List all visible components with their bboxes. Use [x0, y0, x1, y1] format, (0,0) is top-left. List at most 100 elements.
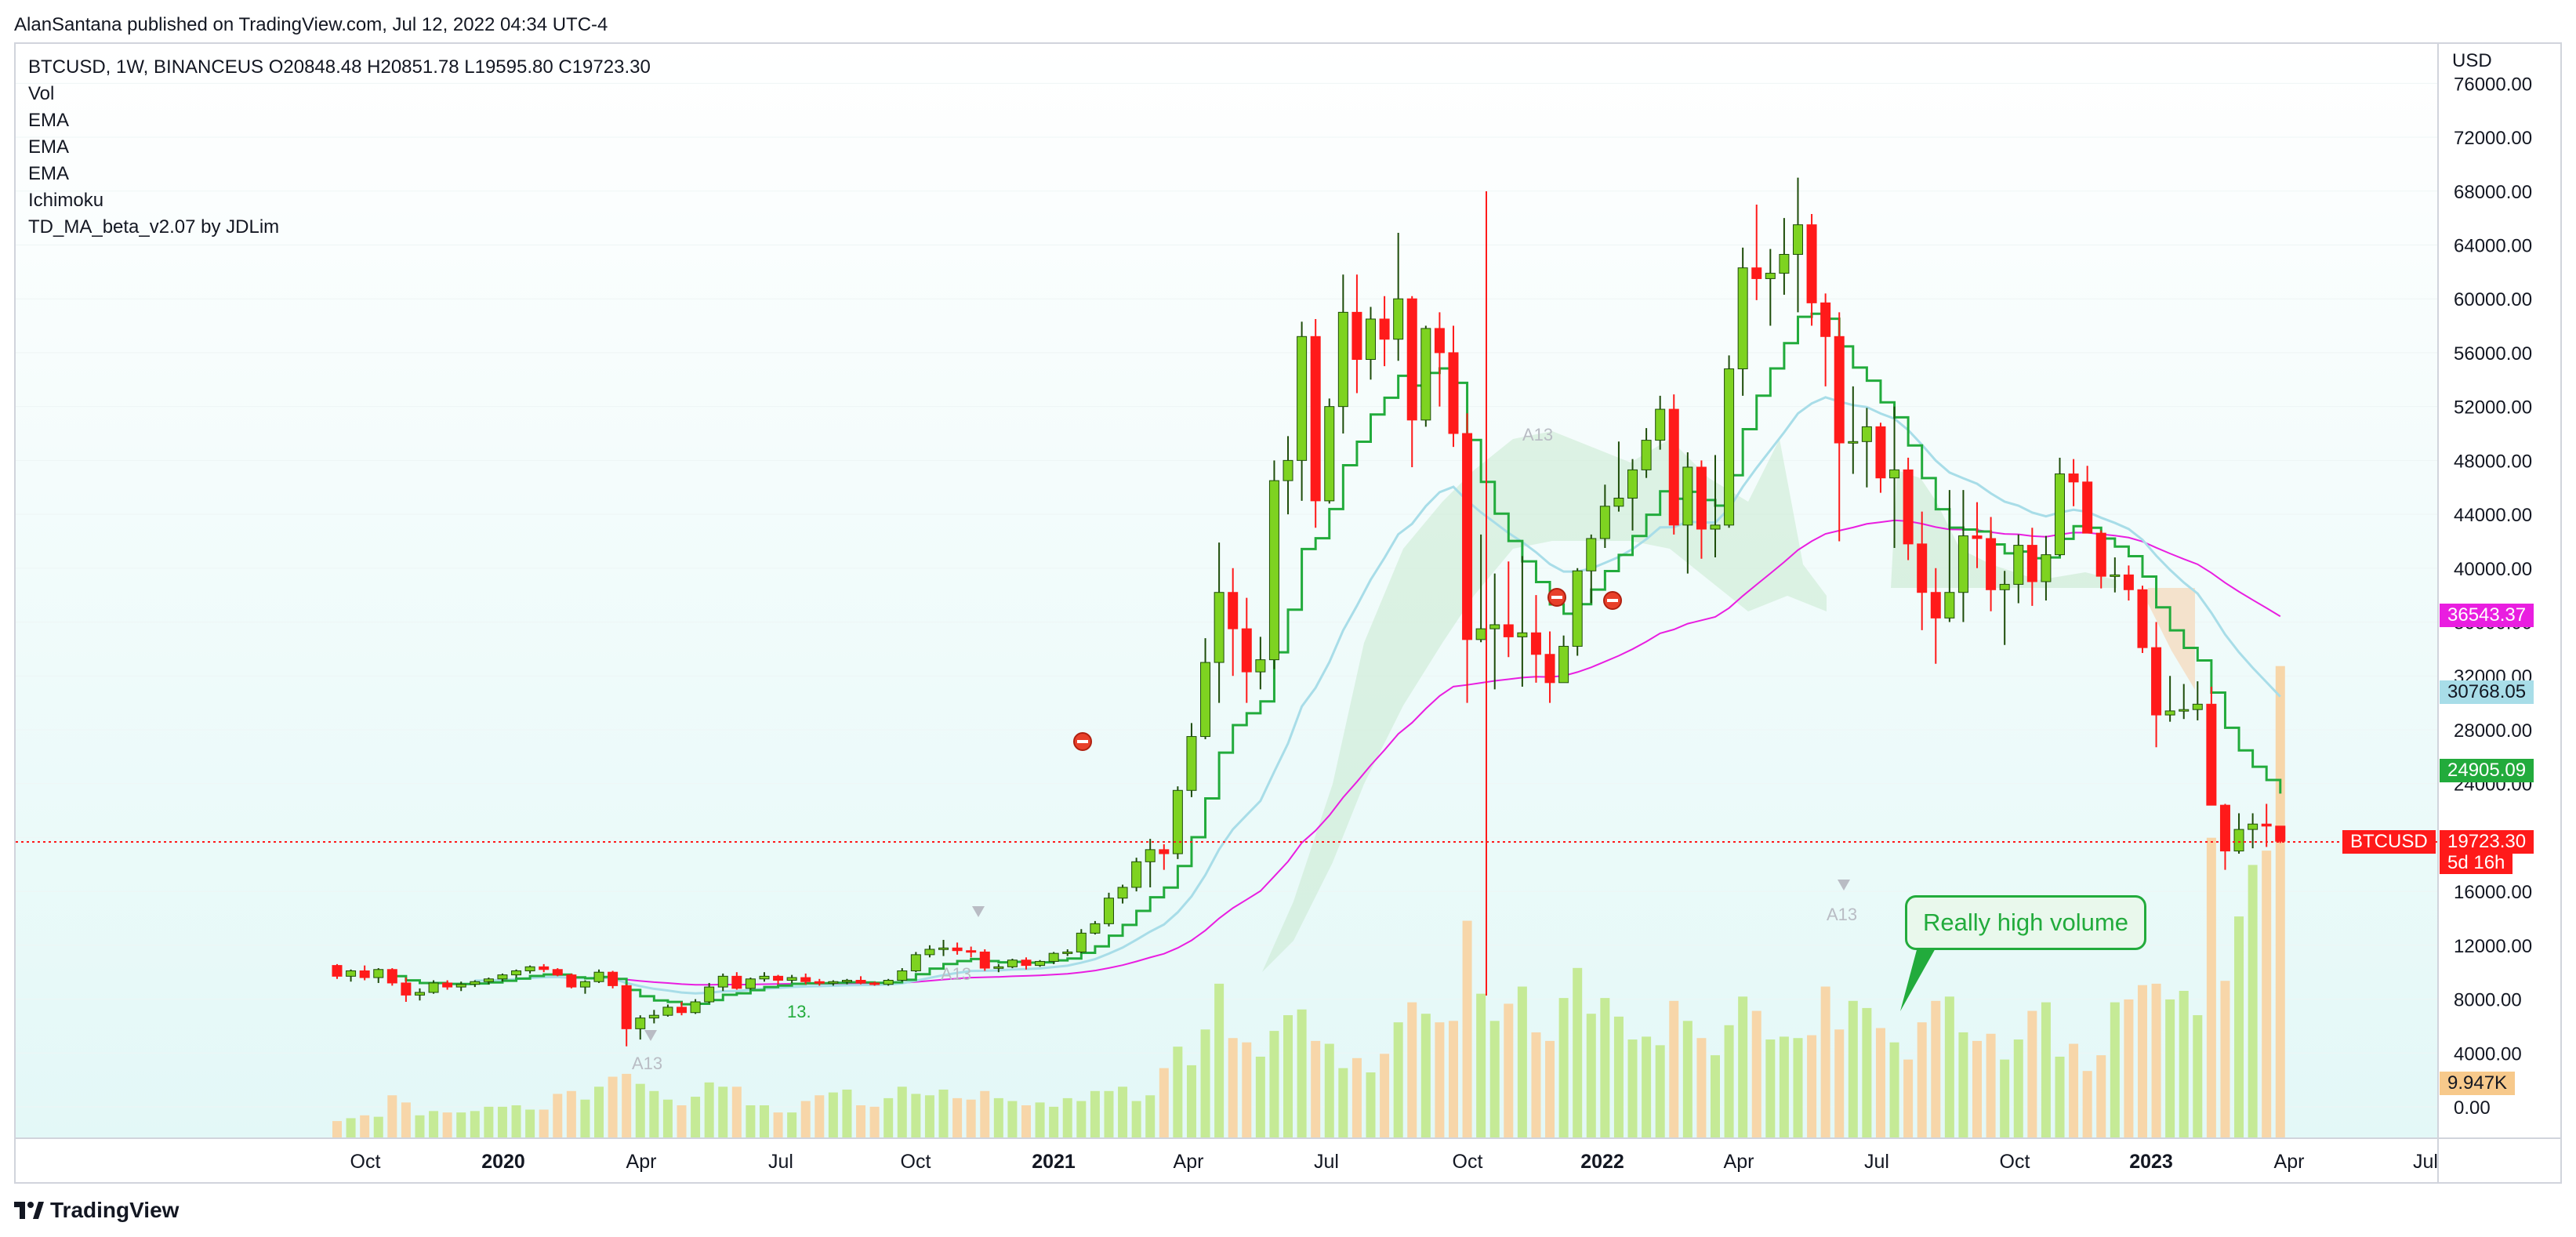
symbol-tag: BTCUSD [2342, 830, 2436, 854]
legend-symbol-line: BTCUSD, 1W, BINANCEUS O20848.48 H20851.7… [28, 56, 651, 78]
legend-td-ma[interactable]: TD_MA_beta_v2.07 by JDLim [28, 216, 280, 238]
price-tick-10: 40000.00 [2454, 559, 2532, 580]
candle-body-112 [1875, 426, 1886, 479]
volume-bar-30 [746, 1105, 756, 1138]
volume-bar-141 [2275, 666, 2285, 1138]
td-label-a13-3: A13 [1522, 425, 1554, 444]
candle-body-43 [924, 949, 935, 956]
candle-body-92 [1599, 506, 1610, 539]
td-signal-icon-mark-1 [1607, 599, 1618, 602]
price-tick-3: 12000.00 [2454, 936, 2532, 957]
volume-bar-107 [1807, 1035, 1817, 1138]
candle-body-9 [455, 984, 466, 988]
volume-bar-135 [2193, 1015, 2203, 1138]
legend-ema-1[interactable]: EMA [28, 110, 70, 131]
volume-bar-120 [1986, 1033, 1996, 1138]
candle-body-133 [2164, 710, 2175, 716]
volume-bar-29 [731, 1086, 742, 1138]
time-tick-2: Apr [626, 1151, 657, 1173]
candle-body-81 [1448, 352, 1459, 434]
volume-bar-53 [1062, 1097, 1072, 1138]
volume-bar-15 [539, 1109, 549, 1138]
ema-mid-price-tag: 30768.05 [2440, 680, 2534, 704]
candle-body-42 [910, 954, 921, 971]
candle-body-99 [1696, 466, 1707, 530]
volume-bar-35 [815, 1095, 825, 1138]
candle-body-20 [608, 971, 619, 986]
chart-frame[interactable] [14, 42, 2562, 1184]
candle-body-123 [2026, 545, 2037, 582]
time-tick-7: Jul [1314, 1151, 1339, 1173]
publish-header: AlanSantana published on TradingView.com… [14, 14, 608, 35]
volume-bar-104 [1765, 1039, 1776, 1138]
volume-bar-90 [1573, 967, 1583, 1138]
legend-ema-3[interactable]: EMA [28, 163, 70, 184]
volume-bar-6 [415, 1115, 425, 1138]
price-tick-11: 44000.00 [2454, 505, 2532, 526]
candle-body-55 [1090, 923, 1101, 934]
candle-body-12 [497, 974, 508, 980]
volume-bar-137 [2220, 981, 2230, 1138]
volume-bar-56 [1104, 1090, 1114, 1138]
candle-body-24 [662, 1007, 673, 1016]
volume-bar-126 [2069, 1043, 2079, 1138]
volume-bar-21 [622, 1073, 632, 1138]
legend-volume[interactable]: Vol [28, 83, 55, 104]
volume-bar-36 [828, 1092, 838, 1138]
volume-bar-4 [387, 1095, 397, 1138]
volume-bar-96 [1655, 1045, 1665, 1138]
candle-body-82 [1462, 433, 1473, 640]
candle-body-7 [428, 982, 439, 993]
candle-body-85 [1503, 624, 1514, 637]
td-label-13: 13. [787, 1002, 811, 1021]
candle-body-118 [1957, 535, 1968, 593]
candle-body-140 [2261, 823, 2272, 827]
candle-body-76 [1379, 318, 1390, 340]
price-tick-2: 8000.00 [2454, 990, 2522, 1011]
volume-bar-99 [1696, 1038, 1707, 1138]
bar-countdown-tag: 5d 16h [2440, 852, 2513, 874]
volume-bar-122 [2013, 1039, 2023, 1138]
candle-body-37 [841, 980, 852, 983]
candle-body-135 [2192, 703, 2203, 710]
volume-bar-136 [2206, 837, 2216, 1138]
volume-bar-10 [470, 1111, 480, 1138]
candle-body-5 [401, 982, 412, 996]
price-tick-17: 68000.00 [2454, 182, 2532, 203]
volume-bar-12 [497, 1106, 507, 1138]
candle-body-40 [883, 980, 894, 985]
time-tick-4: Oct [901, 1151, 931, 1173]
chart-canvas[interactable]: 0.004000.008000.0012000.0016000.0020000.… [16, 44, 2560, 1182]
volume-bar-5 [401, 1102, 411, 1138]
candle-body-50 [1021, 959, 1032, 967]
candle-body-58 [1131, 861, 1142, 888]
candle-body-111 [1861, 426, 1872, 442]
volume-bar-22 [635, 1083, 645, 1138]
candle-body-35 [814, 981, 825, 984]
volume-bar-108 [1820, 986, 1830, 1138]
volume-bar-43 [924, 1095, 934, 1138]
candle-body-54 [1076, 932, 1087, 952]
candle-body-128 [2095, 532, 2106, 577]
last-price-tag: 19723.30 [2440, 830, 2534, 854]
candle-body-8 [442, 982, 453, 988]
candle-body-44 [938, 947, 949, 950]
candle-body-96 [1655, 408, 1666, 441]
legend-ichimoku[interactable]: Ichimoku [28, 190, 104, 211]
volume-bar-45 [952, 1097, 963, 1138]
volume-bar-139 [2248, 865, 2258, 1138]
volume-callout[interactable]: Really high volume [1905, 895, 2146, 950]
legend-ema-2[interactable]: EMA [28, 136, 70, 158]
volume-bar-85 [1504, 1003, 1514, 1138]
candle-body-57 [1117, 887, 1128, 899]
candle-body-84 [1489, 624, 1500, 629]
candle-body-53 [1062, 951, 1073, 954]
volume-bar-7 [429, 1111, 439, 1138]
candle-body-18 [579, 981, 590, 988]
volume-bar-60 [1159, 1068, 1169, 1138]
volume-bar-106 [1793, 1038, 1803, 1138]
td-triangle-icon-1 [644, 1030, 657, 1041]
volume-bar-87 [1531, 1032, 1541, 1138]
candle-body-88 [1544, 654, 1555, 684]
candle-body-114 [1903, 469, 1914, 545]
